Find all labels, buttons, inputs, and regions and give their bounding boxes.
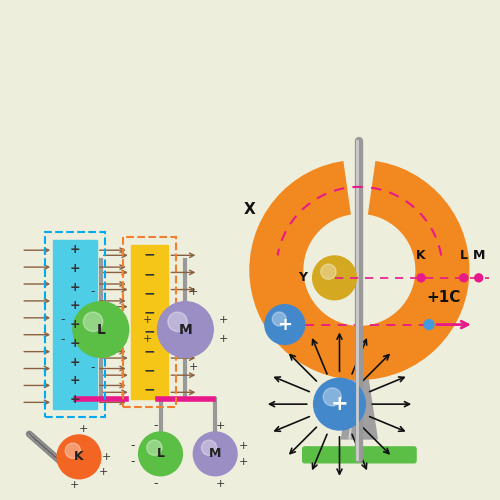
Text: +: + <box>188 362 198 372</box>
Circle shape <box>320 264 336 280</box>
Text: +: + <box>188 287 198 297</box>
Circle shape <box>474 274 482 282</box>
Text: K: K <box>74 450 84 464</box>
Text: −: − <box>144 248 156 262</box>
Circle shape <box>424 320 434 330</box>
Text: +: + <box>70 480 78 490</box>
Text: +: + <box>70 374 80 388</box>
Text: −: − <box>144 306 156 320</box>
Text: Y: Y <box>298 272 306 284</box>
Bar <box>130 245 168 399</box>
Text: −: − <box>144 324 156 338</box>
Text: +: + <box>70 393 80 406</box>
Polygon shape <box>342 374 378 439</box>
Circle shape <box>265 304 304 344</box>
Circle shape <box>323 388 342 406</box>
Text: +: + <box>79 424 88 434</box>
Circle shape <box>138 432 182 476</box>
Circle shape <box>314 378 366 430</box>
Text: +: + <box>238 441 248 451</box>
Text: −: − <box>144 267 156 281</box>
Wedge shape <box>344 158 375 216</box>
Circle shape <box>460 274 468 282</box>
Text: −: − <box>144 286 156 300</box>
Text: +: + <box>70 318 80 331</box>
Text: +: + <box>99 467 108 477</box>
Circle shape <box>84 312 103 332</box>
Circle shape <box>272 312 286 326</box>
Circle shape <box>194 432 237 476</box>
Text: +: + <box>218 314 228 324</box>
Text: +: + <box>70 280 80 293</box>
Text: +: + <box>330 394 348 414</box>
Text: +: + <box>70 337 80 350</box>
Text: +: + <box>70 243 80 256</box>
Text: -: - <box>90 361 95 374</box>
Text: L: L <box>460 249 468 262</box>
Circle shape <box>417 274 425 282</box>
Text: +1C: +1C <box>426 290 461 304</box>
Text: +: + <box>102 452 112 462</box>
Text: +: + <box>216 421 225 431</box>
Text: L: L <box>96 322 106 336</box>
Text: +: + <box>70 262 80 274</box>
Circle shape <box>57 435 101 478</box>
Text: -: - <box>90 286 95 298</box>
Wedge shape <box>250 160 469 380</box>
Text: M: M <box>472 249 485 262</box>
Text: +: + <box>143 314 152 324</box>
Bar <box>122 237 176 407</box>
Text: K: K <box>416 249 426 262</box>
Circle shape <box>168 312 188 332</box>
Text: +: + <box>70 300 80 312</box>
Bar <box>53 240 97 409</box>
Text: −: − <box>144 364 156 378</box>
Bar <box>45 232 105 417</box>
Text: -: - <box>61 313 66 326</box>
Text: −: − <box>144 382 156 396</box>
Text: L: L <box>156 448 164 460</box>
Text: +: + <box>216 478 225 488</box>
Text: +: + <box>70 356 80 368</box>
Text: +: + <box>278 316 292 334</box>
Text: -: - <box>154 477 158 490</box>
Text: -: - <box>154 420 158 432</box>
Circle shape <box>312 256 356 300</box>
Text: +: + <box>143 334 152 344</box>
Circle shape <box>65 443 80 458</box>
Text: -: - <box>130 440 135 452</box>
Text: +: + <box>218 334 228 344</box>
Circle shape <box>73 302 128 358</box>
Text: −: − <box>144 344 156 358</box>
FancyBboxPatch shape <box>302 447 416 463</box>
Circle shape <box>158 302 213 358</box>
Text: M: M <box>209 448 222 460</box>
Text: X: X <box>243 202 255 217</box>
Text: M: M <box>178 322 192 336</box>
Circle shape <box>146 440 162 456</box>
Circle shape <box>202 440 216 456</box>
Text: +: + <box>238 457 248 467</box>
Text: -: - <box>61 333 66 346</box>
Text: -: - <box>130 456 135 468</box>
